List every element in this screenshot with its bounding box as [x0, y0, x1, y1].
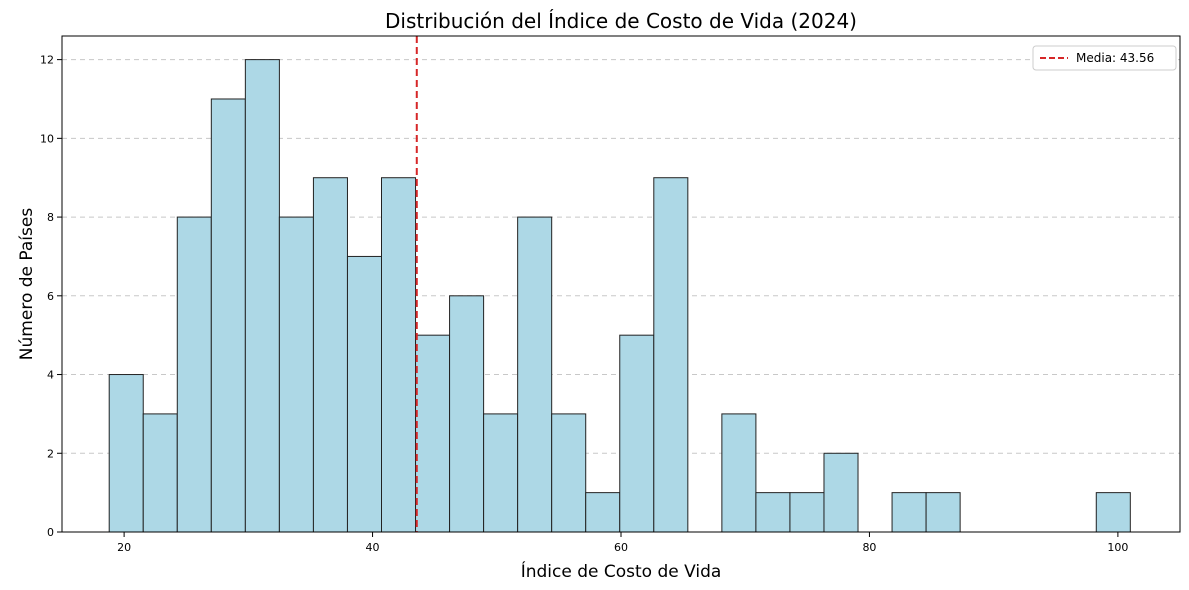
histogram-bar: [244, 59, 280, 533]
histogram-bar: [585, 492, 621, 533]
legend: Media: 43.56: [1032, 45, 1177, 71]
histogram-bar: [653, 177, 689, 533]
histogram-bar: [210, 98, 246, 533]
y-axis-ticks: 0 2 4 6 8 10 12: [40, 54, 62, 539]
histogram-bar: [619, 334, 655, 533]
x-tick-label: 40: [366, 541, 380, 554]
x-tick-label: 20: [117, 541, 131, 554]
histogram-bar: [551, 413, 587, 533]
histogram-bar: [891, 492, 927, 533]
histogram-bar: [755, 492, 791, 533]
histogram-bar: [483, 413, 519, 533]
y-tick-label: 12: [40, 54, 54, 67]
histogram-bar: [415, 334, 451, 533]
histogram-bar: [278, 216, 314, 533]
histogram-bars: [108, 59, 1131, 533]
y-axis-title: Número de Países: [17, 208, 37, 361]
x-tick-label: 80: [862, 541, 876, 554]
y-tick-label: 2: [47, 447, 54, 460]
y-tick-label: 8: [47, 211, 54, 224]
x-axis-title: Índice de Costo de Vida: [521, 560, 722, 582]
histogram-bar: [380, 177, 417, 533]
chart-title: Distribución del Índice de Costo de Vida…: [385, 9, 857, 33]
histogram-bar: [449, 295, 485, 533]
x-axis-ticks: 20 40 60 80 100: [117, 532, 1128, 554]
histogram-bar: [346, 255, 382, 533]
x-tick-label: 60: [614, 541, 628, 554]
y-tick-label: 10: [40, 132, 54, 145]
histogram-bar: [789, 492, 825, 533]
legend-box: [1032, 45, 1177, 71]
histogram-bar: [823, 452, 859, 533]
histogram-bar: [142, 413, 178, 533]
legend-mean-label: Media: 43.56: [1076, 51, 1154, 65]
y-tick-label: 4: [47, 369, 54, 382]
y-tick-label: 6: [47, 290, 54, 303]
y-tick-label: 0: [47, 526, 54, 539]
x-tick-label: 100: [1107, 541, 1128, 554]
histogram-bar: [312, 177, 348, 533]
histogram-bar: [517, 216, 553, 533]
histogram-bar: [721, 413, 757, 533]
histogram-bar: [1095, 492, 1131, 533]
histogram-bar: [108, 374, 144, 533]
histogram-bar: [925, 492, 961, 533]
histogram-bar: [176, 216, 212, 533]
